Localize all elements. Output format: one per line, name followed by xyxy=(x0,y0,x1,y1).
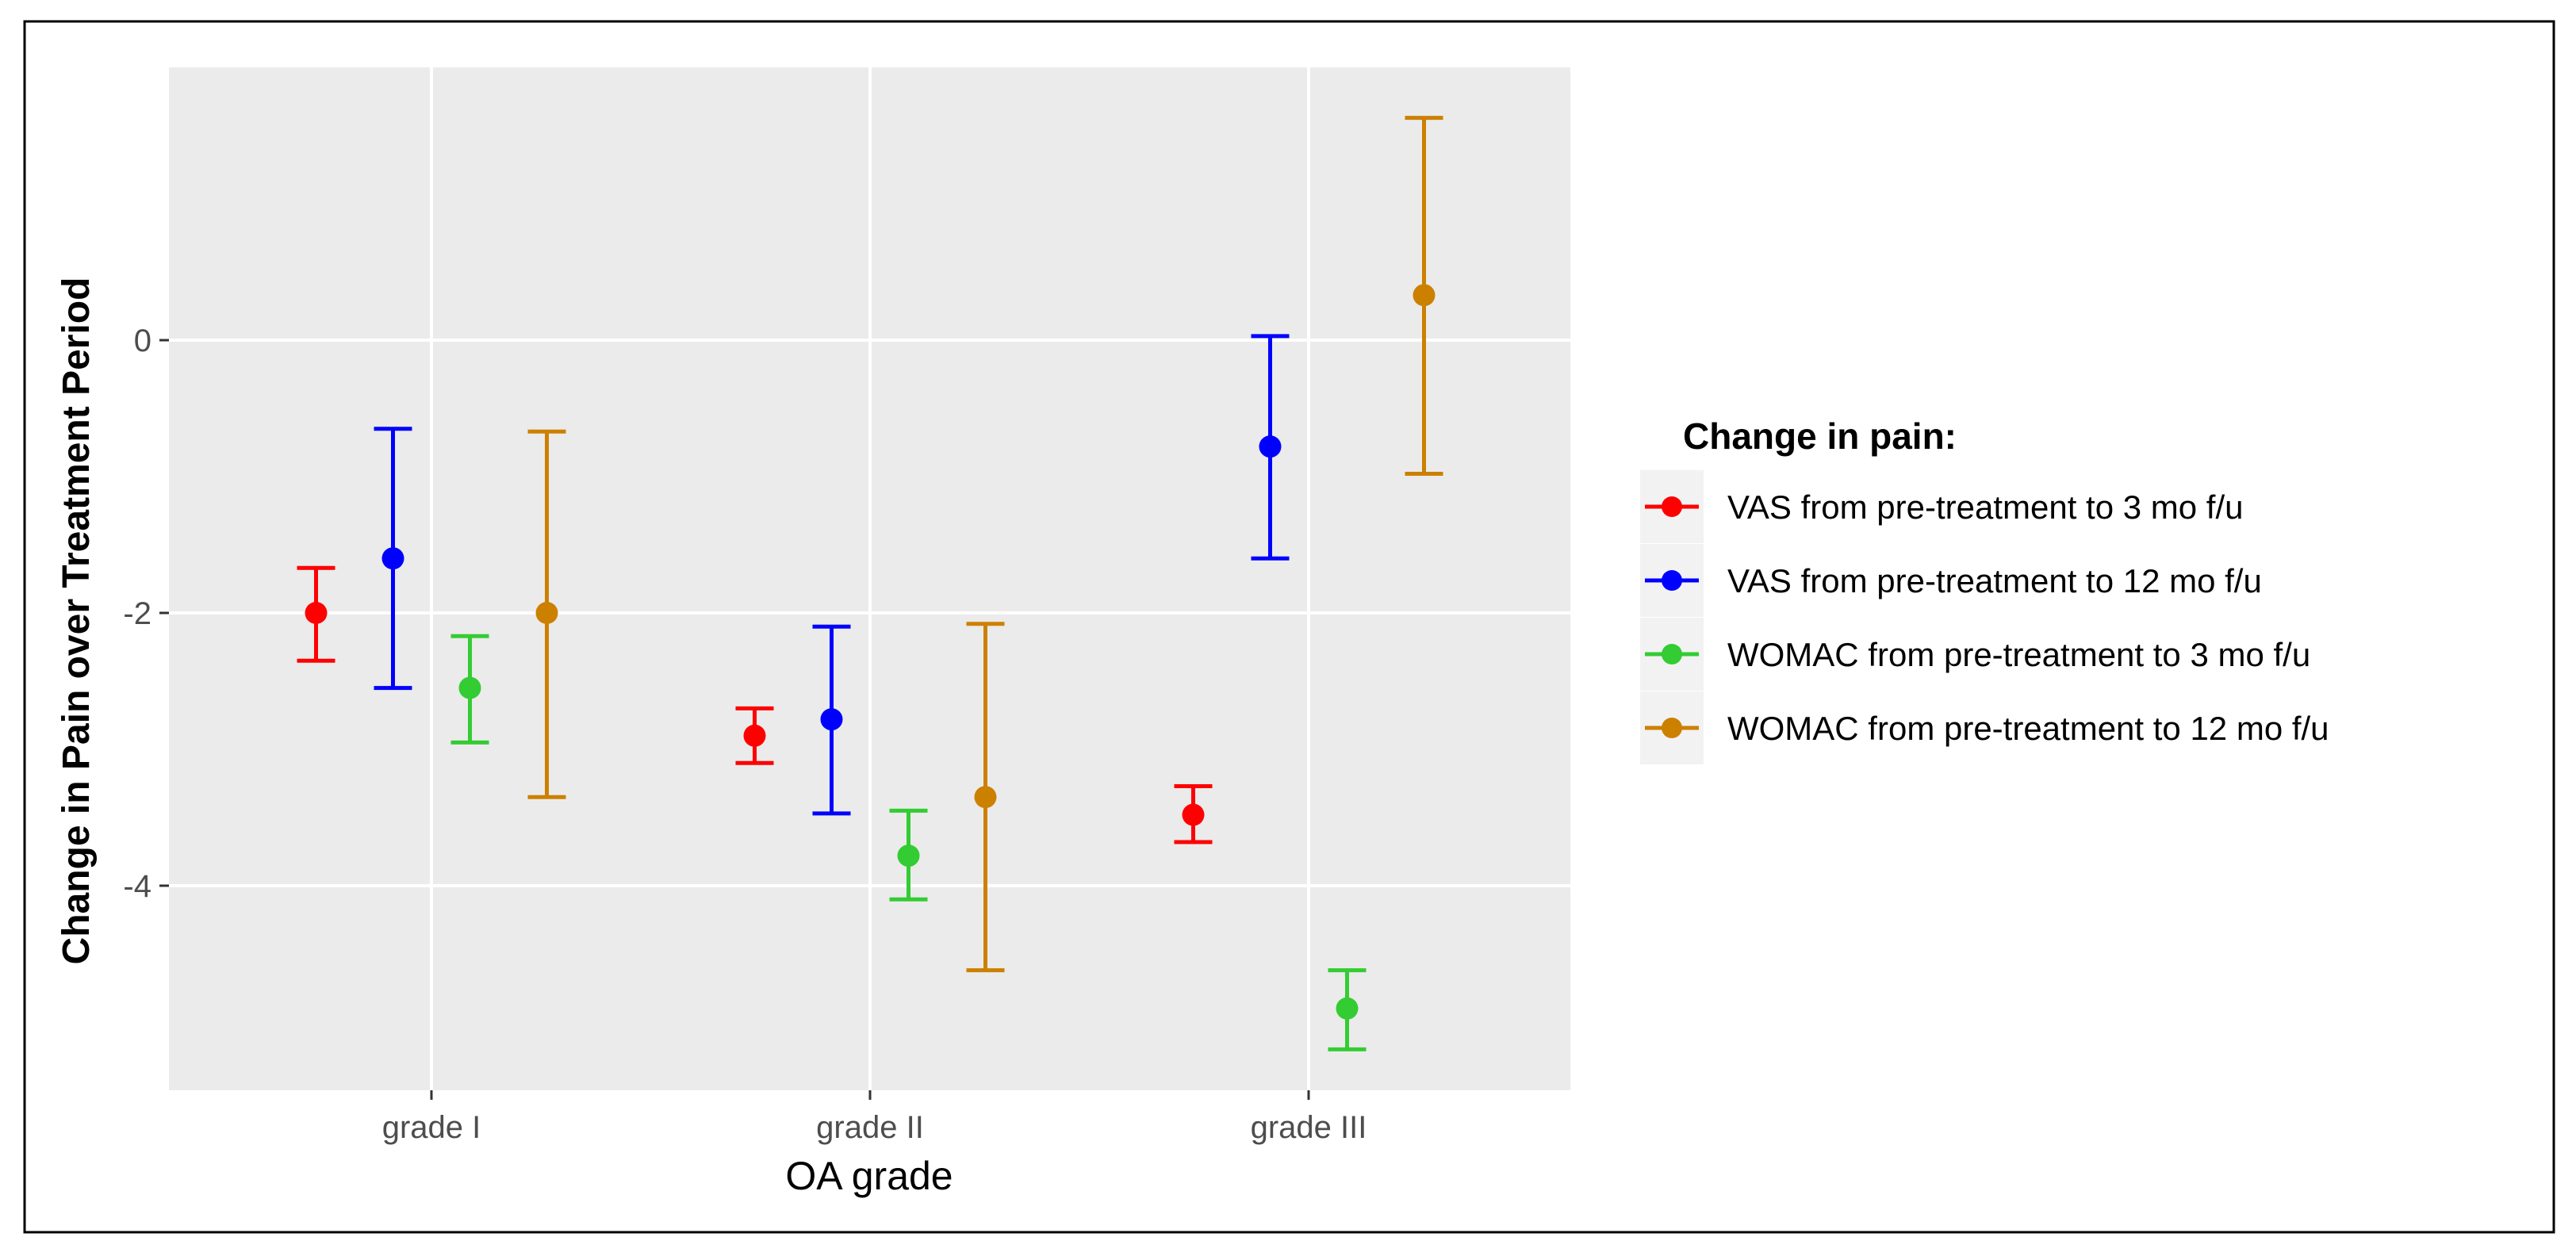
data-point xyxy=(535,602,558,624)
data-point xyxy=(974,786,997,809)
series-group xyxy=(297,565,1213,844)
series-group xyxy=(450,634,1367,1051)
legend-title: Change in pain: xyxy=(1683,415,1957,457)
legend-key-point xyxy=(1662,718,1682,738)
x-tick-label: grade I xyxy=(382,1110,481,1145)
series-group xyxy=(374,334,1290,816)
axis-ticks: 0 -2 -4 grade I grade II grade III xyxy=(123,324,1367,1145)
y-tick-label: 0 xyxy=(134,324,151,358)
y-axis-title: Change in Pain over Treatment Period xyxy=(56,278,98,965)
x-tick-label: grade II xyxy=(816,1110,924,1145)
legend-key-point xyxy=(1662,496,1682,517)
legend-label: VAS from pre-treatment to 12 mo f/u xyxy=(1727,562,2262,599)
data-point xyxy=(1182,803,1205,826)
data-point xyxy=(1259,435,1282,458)
y-tick-label: -4 xyxy=(123,869,151,904)
data-point xyxy=(897,844,920,867)
grid-lines xyxy=(169,67,1570,1090)
data-point xyxy=(1413,284,1436,307)
data-point xyxy=(743,724,766,747)
data-point xyxy=(820,708,843,731)
legend-label: VAS from pre-treatment to 3 mo f/u xyxy=(1727,488,2243,526)
x-tick-label: grade III xyxy=(1251,1110,1367,1145)
data-point xyxy=(458,676,481,699)
series-group xyxy=(527,116,1443,973)
y-tick-label: -2 xyxy=(123,596,151,631)
legend-label: WOMAC from pre-treatment to 12 mo f/u xyxy=(1727,710,2329,747)
data-point xyxy=(381,547,404,570)
data-point xyxy=(305,602,328,624)
legend-key-point xyxy=(1662,570,1682,591)
legend-label: WOMAC from pre-treatment to 3 mo f/u xyxy=(1727,636,2310,673)
data-marks xyxy=(297,116,1443,1051)
legend-key-point xyxy=(1662,644,1682,664)
legend: Change in pain: VAS from pre-treatment t… xyxy=(1640,415,2329,764)
data-point xyxy=(1336,997,1359,1020)
x-axis-title: OA grade xyxy=(785,1154,953,1198)
